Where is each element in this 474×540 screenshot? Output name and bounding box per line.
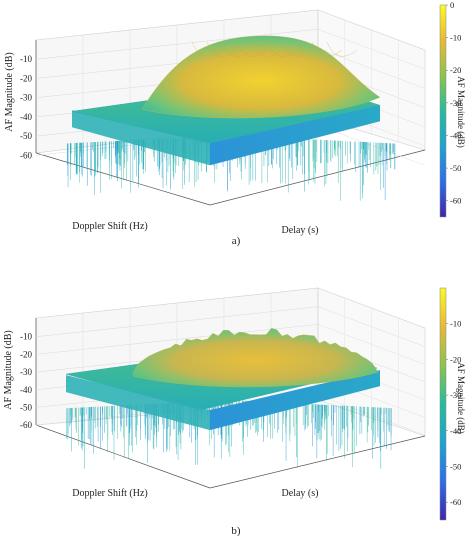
colorbar-strip xyxy=(439,4,447,218)
doppler-axis-line xyxy=(35,152,211,206)
colorbar-tick-label: -20 xyxy=(450,354,461,364)
plateau-front-face xyxy=(210,370,380,431)
panel-b-delay-label: Delay (s) xyxy=(282,488,319,499)
colorbar-tick-label: -30 xyxy=(450,98,461,108)
z-tick-label: -50 xyxy=(20,131,32,141)
panel-a-surface xyxy=(67,35,396,201)
plateau-front-face xyxy=(210,105,380,166)
plateau-left-face xyxy=(66,375,210,431)
mesh-line xyxy=(191,41,223,57)
z-tick-label: -10 xyxy=(20,54,32,64)
mesh-line xyxy=(326,41,358,57)
colorbar-tick-label: -50 xyxy=(450,163,461,173)
z-tick-label: -10 xyxy=(20,332,32,342)
panel-b-colorbar: -10 -20 -30 -40 -50 -60 xyxy=(439,287,461,521)
panel-b-z-ticks: -10 -20 -30 -40 -50 -60 xyxy=(20,332,32,430)
colorbar-tick-label: -60 xyxy=(450,497,461,507)
panel-a: -10 -20 -30 -40 -50 -60 AF Magnitude (dB) Dop… xyxy=(4,0,466,247)
colorbar-tick-label: -40 xyxy=(450,426,461,436)
colorbar-tick-label: -20 xyxy=(450,65,461,75)
mesh-line xyxy=(311,41,343,57)
z-tick-label: -60 xyxy=(20,150,32,160)
panel-a-zlabel: AF Magnitude (dB) xyxy=(4,52,15,131)
mesh-line xyxy=(221,41,253,57)
delay-axis-line xyxy=(209,435,426,489)
z-tick-label: -30 xyxy=(20,367,32,377)
panel-b: -10 -20 -30 -40 -50 -60 AF Magnitude (dB) Dop… xyxy=(3,287,466,537)
panel-a-caption: a) xyxy=(232,235,241,247)
panel-a-colorbar: 0 -10 -20 -30 -40 -50 -60 xyxy=(439,0,461,218)
panel-b-surface xyxy=(65,327,392,469)
panel-a-doppler-label: Doppler Shift (Hz) xyxy=(72,221,148,232)
colorbar-strip xyxy=(439,287,447,521)
panel-a-delay-label: Delay (s) xyxy=(282,225,319,236)
colorbar-tick-label: -40 xyxy=(450,130,461,140)
main-lobe-dome xyxy=(141,35,381,119)
delay-axis-line xyxy=(209,149,426,206)
panel-b-caption: b) xyxy=(231,525,241,537)
colorbar-tick-label: 0 xyxy=(450,0,454,10)
z-tick-label: -40 xyxy=(20,385,32,395)
colorbar-tick-label: -50 xyxy=(450,461,461,471)
colorbar-tick-label: -60 xyxy=(450,196,461,206)
mesh-line xyxy=(236,41,268,57)
z-tick-label: -20 xyxy=(20,73,32,83)
panel-b-doppler-label: Doppler Shift (Hz) xyxy=(72,488,148,499)
mesh-line xyxy=(251,41,283,57)
mesh-line xyxy=(206,41,238,57)
mesh-line xyxy=(266,41,298,57)
colorbar-tick-label: -10 xyxy=(450,33,461,43)
panel-b-zlabel: AF Magnitude (dB) xyxy=(3,330,14,409)
doppler-axis-line xyxy=(35,424,211,489)
panel-a-z-ticks: -10 -20 -30 -40 -50 -60 xyxy=(20,54,32,160)
z-tick-label: -40 xyxy=(20,112,32,122)
mesh-line xyxy=(296,41,328,57)
panel-a-colorbar-label: AF Magnitude (dB) xyxy=(456,76,466,148)
colorbar-tick-label: -30 xyxy=(450,390,461,400)
plateau-left-face xyxy=(72,110,210,166)
panel-b-colorbar-label: AF Magnitude (dB) xyxy=(456,362,466,434)
colorbar-tick-label: -10 xyxy=(450,319,461,329)
main-lobe-dome xyxy=(132,327,379,388)
mesh-line xyxy=(281,41,313,57)
z-tick-label: -30 xyxy=(20,93,32,103)
z-tick-label: -50 xyxy=(20,402,32,412)
z-tick-label: -60 xyxy=(20,420,32,430)
z-tick-label: -20 xyxy=(20,349,32,359)
